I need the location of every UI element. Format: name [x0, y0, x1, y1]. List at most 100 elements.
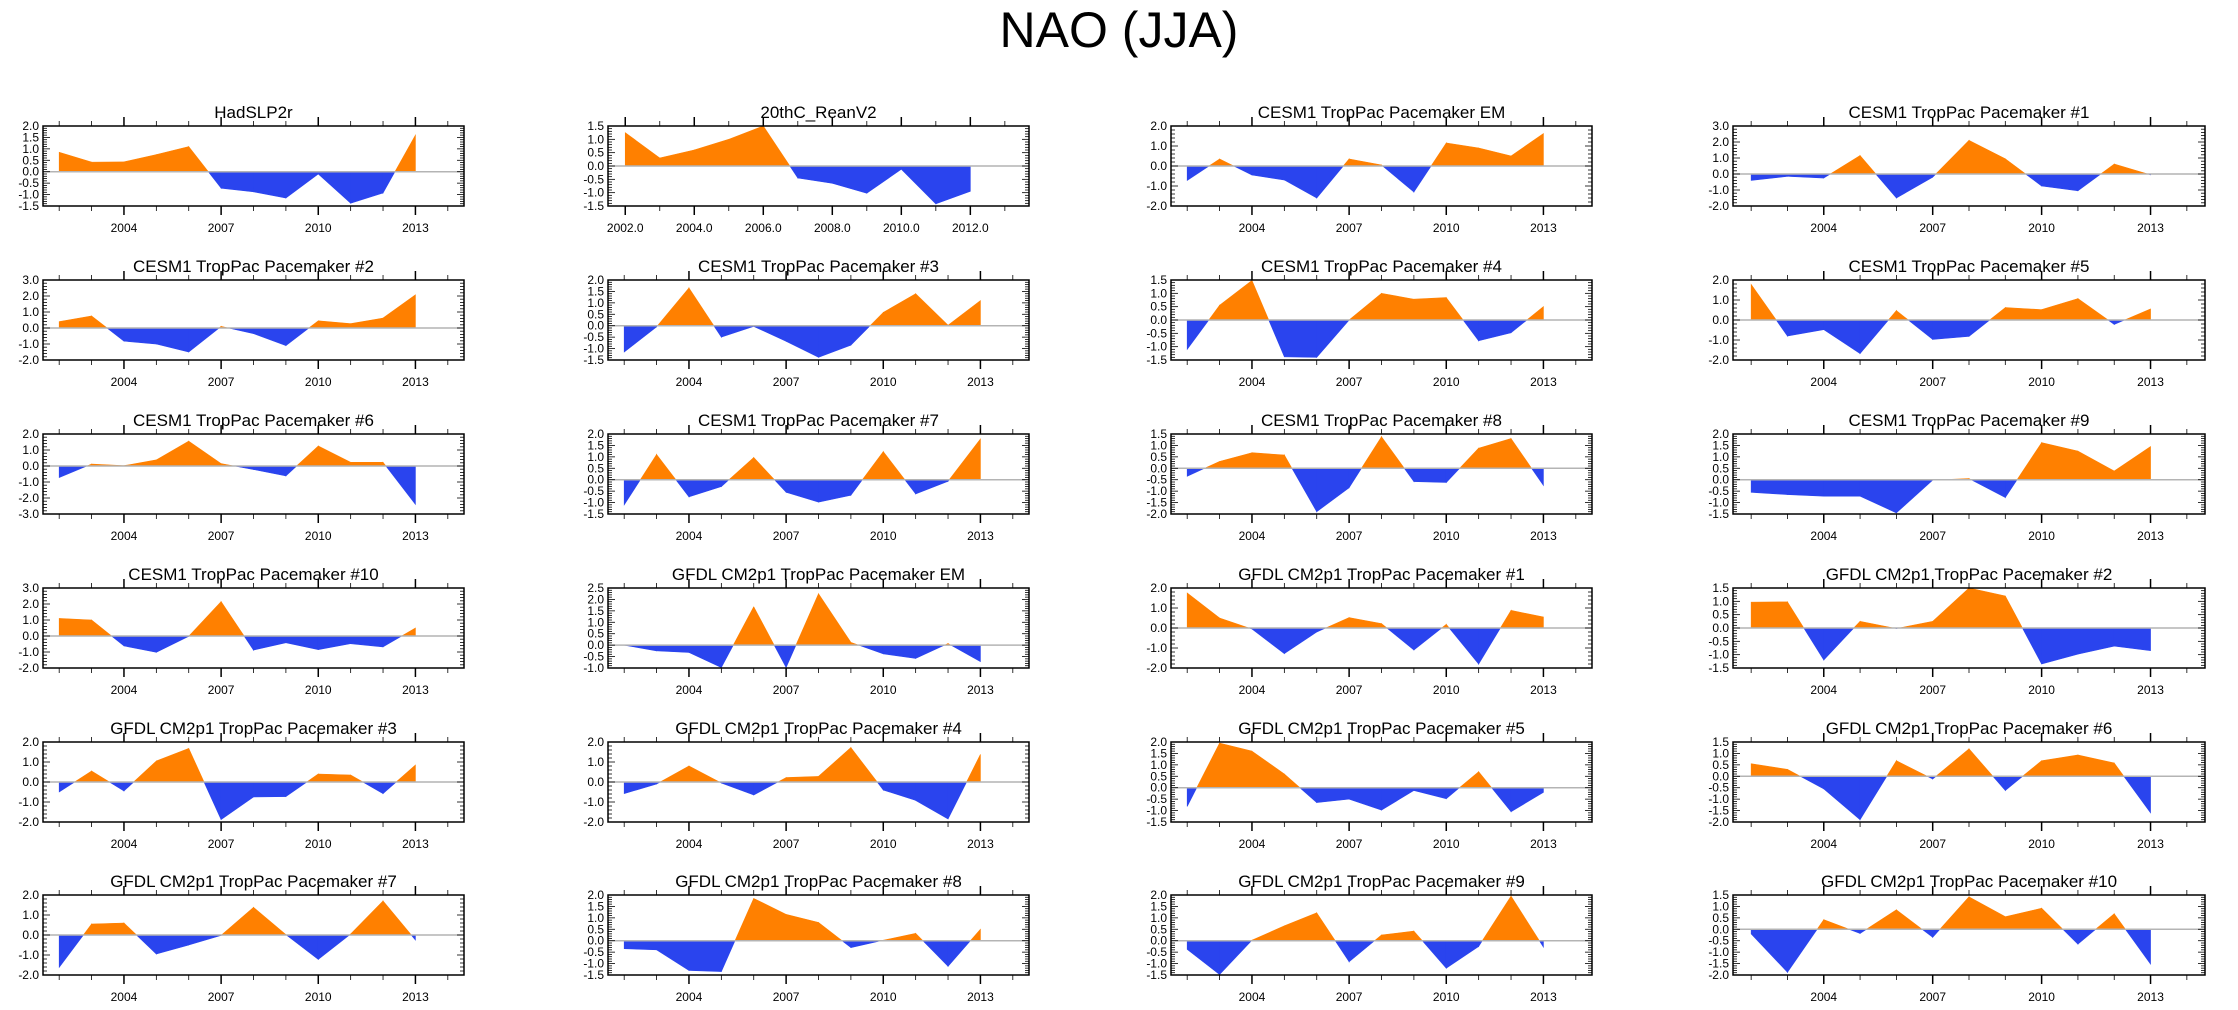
x-tick-label: 2013 — [1530, 375, 1557, 389]
negative-area — [207, 171, 222, 190]
panel-4: CESM1 TropPac Pacemaker #2 2004 2007 2010 20… — [18, 257, 465, 389]
positive-area — [948, 438, 981, 481]
x-tick-label: 2007 — [1919, 529, 1946, 543]
y-tick-label: 0.0 — [1712, 922, 1729, 936]
positive-area — [1284, 453, 1293, 469]
y-tick-label: 0.0 — [1150, 621, 1167, 635]
y-tick-label: 2.0 — [1150, 735, 1167, 749]
positive-area — [1932, 587, 1970, 629]
negative-area — [2113, 627, 2151, 652]
x-tick-label: 2004 — [111, 221, 138, 235]
positive-area — [1787, 768, 1801, 777]
y-tick-label: 2.0 — [22, 119, 39, 133]
negative-area — [1787, 479, 1825, 497]
negative-area — [317, 635, 351, 650]
y-tick-label: 1.0 — [22, 613, 39, 627]
y-tick-label: -0.5 — [583, 484, 604, 498]
y-tick-label: -1.5 — [1146, 496, 1167, 510]
y-tick-label: -1.0 — [1146, 957, 1167, 971]
y-tick-label: 0.5 — [1150, 769, 1167, 783]
y-tick-label: 1.0 — [587, 755, 604, 769]
positive-area — [969, 928, 981, 942]
negative-area — [850, 325, 871, 346]
y-tick-label: 1.5 — [1712, 581, 1729, 595]
x-tick-label: 2002.0 — [607, 221, 644, 235]
negative-area — [1316, 787, 1350, 803]
y-tick-label: 0.0 — [1712, 167, 1729, 181]
positive-area — [850, 746, 878, 783]
positive-area — [1430, 142, 1447, 167]
positive-area — [1251, 280, 1270, 321]
negative-area — [350, 635, 384, 648]
x-tick-label: 2013 — [967, 837, 994, 851]
y-tick-label: 0.0 — [22, 165, 39, 179]
negative-area — [1186, 787, 1198, 807]
y-tick-label: 1.0 — [22, 755, 39, 769]
x-tick-label: 2007 — [208, 375, 235, 389]
panel-16: GFDL CM2p1 TropPac Pacemaker #3 2004 2007 2… — [18, 719, 465, 851]
positive-area — [1853, 620, 1861, 629]
positive-area — [2041, 298, 2079, 321]
negative-area — [253, 465, 287, 477]
negative-area — [1803, 627, 1825, 662]
y-tick-label: 1.5 — [587, 899, 604, 913]
y-tick-label: -1.0 — [18, 948, 39, 962]
negative-area — [156, 635, 190, 653]
positive-area — [156, 747, 190, 783]
y-tick-label: -1.5 — [1146, 353, 1167, 367]
positive-area — [753, 456, 776, 481]
y-tick-label: -1.5 — [1708, 507, 1729, 521]
y-tick-label: 1.0 — [1712, 450, 1729, 464]
positive-area — [2005, 595, 2023, 629]
x-tick-label: 2010 — [2028, 221, 2055, 235]
negative-area — [623, 781, 657, 795]
positive-area — [1859, 620, 1894, 629]
positive-area — [58, 315, 92, 329]
y-tick-label: -2.0 — [18, 968, 39, 982]
y-tick-label: -0.5 — [1708, 484, 1729, 498]
negative-area — [915, 781, 949, 820]
positive-area — [1896, 760, 1928, 777]
x-tick-label: 2010 — [305, 683, 332, 697]
negative-area — [2005, 479, 2018, 499]
panel-title: GFDL CM2p1 TropPac Pacemaker #4 — [675, 719, 962, 738]
panel-21: GFDL CM2p1 TropPac Pacemaker #8 2004 2007 2… — [583, 872, 1030, 1004]
panel-7: CESM1 TropPac Pacemaker #5 2004 2007 2010 20… — [1708, 257, 2206, 389]
positive-area — [2005, 907, 2042, 930]
y-tick-label: 2.0 — [22, 888, 39, 902]
positive-area — [1413, 297, 1447, 321]
negative-area — [2123, 775, 2151, 814]
y-tick-label: 1.5 — [1712, 888, 1729, 902]
x-tick-label: 2004 — [1810, 837, 1837, 851]
y-tick-label: 1.0 — [1712, 899, 1729, 913]
positive-area — [1510, 895, 1540, 942]
positive-area — [2005, 307, 2042, 321]
negative-area — [876, 781, 884, 791]
negative-area — [1896, 173, 1933, 199]
positive-area — [1413, 930, 1423, 942]
panel-20: GFDL CM2p1 TropPac Pacemaker #7 2004 2007 2… — [18, 872, 465, 1004]
negative-area — [2077, 928, 2097, 945]
panel-18: GFDL CM2p1 TropPac Pacemaker #5 2004 2007 2… — [1146, 719, 1593, 851]
positive-area — [1348, 292, 1382, 321]
positive-area — [1823, 919, 1850, 930]
positive-area — [1829, 155, 1861, 175]
negative-area — [1787, 319, 1825, 337]
positive-area — [656, 453, 677, 481]
x-tick-label: 2007 — [1919, 221, 1946, 235]
negative-area — [1462, 319, 1479, 342]
y-tick-label: 1.0 — [587, 911, 604, 925]
y-tick-label: -1.5 — [18, 199, 39, 213]
negative-area — [1316, 467, 1350, 513]
y-tick-label: 0.0 — [1712, 313, 1729, 327]
y-tick-label: -0.5 — [583, 650, 604, 664]
negative-area — [1932, 319, 1970, 340]
positive-area — [1251, 750, 1285, 789]
negative-area — [1478, 319, 1512, 342]
y-tick-label: 0.0 — [22, 629, 39, 643]
negative-area — [882, 644, 916, 659]
positive-area — [1816, 918, 1825, 930]
positive-area — [882, 450, 906, 481]
positive-area — [1935, 139, 1970, 175]
x-tick-label: 2007 — [1336, 837, 1363, 851]
